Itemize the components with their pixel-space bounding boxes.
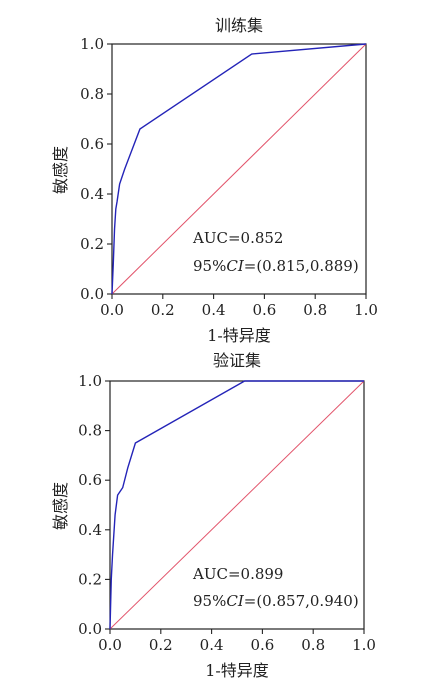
axis-frame (111, 43, 367, 295)
y-tick-label: 0.2 (78, 570, 102, 588)
auc-label: AUC=0.899 (192, 565, 283, 583)
x-tick-label: 0.6 (252, 301, 276, 319)
reference-diagonal-line (109, 380, 365, 630)
x-tick-label: 0.6 (250, 636, 274, 654)
x-axis-title: 1-特异度 (205, 661, 269, 680)
y-tick-label: 0.6 (78, 471, 102, 489)
x-tick-label: 1.0 (354, 301, 378, 319)
x-tick-label: 0.2 (151, 301, 175, 319)
x-tick-label: 0.8 (301, 636, 325, 654)
roc-panel-training: 训练集 敏感度 1-特异度 0.0 0.2 0.4 0.6 0.8 1.00.00.20.… (51, 16, 378, 345)
chart-title: 验证集 (213, 351, 261, 370)
x-tick-label: 0.0 (98, 636, 122, 654)
y-tick-label: 0.0 (78, 620, 102, 638)
plot-area: 0.0 0.2 0.4 0.6 0.8 1.0 0.0 0.2 0.4 0.6 0.8 1.0 (78, 372, 376, 654)
auc-label: AUC=0.852 (192, 229, 283, 247)
y-tick-label: 0.8 (78, 422, 102, 440)
ci-prefix: 95% (193, 592, 226, 610)
y-axis-title: 敏感度 (51, 146, 70, 194)
ci-value: =(0.857,0.940) (244, 592, 359, 610)
y-tick-label: 0.2 (80, 235, 104, 253)
roc-curve (111, 43, 367, 295)
y-tick-label: 1.0 (78, 372, 102, 390)
x-tick-label: 0.4 (200, 636, 224, 654)
reference-diagonal-line (111, 43, 367, 295)
ci-italic: CI (226, 257, 244, 275)
y-axis-title: 敏感度 (51, 482, 70, 530)
ci-value: =(0.815,0.889) (244, 257, 359, 275)
y-tick-label: 1.0 (80, 35, 104, 53)
y-tick-label: 0.6 (80, 135, 104, 153)
y-tick-label: 0.8 (80, 85, 104, 103)
x-tick-label: 0.8 (303, 301, 327, 319)
x-tick-label: 1.0 (352, 636, 376, 654)
roc-panel-validation: 验证集 敏感度 1-特异度 0.0 0.2 0.4 0.6 0.8 1.00.00.20.… (51, 351, 376, 680)
x-tick-label: 0.4 (202, 301, 226, 319)
ci-label: 95%CI=(0.815,0.889) (193, 257, 359, 275)
roc-curve (109, 380, 364, 630)
x-tick-label: 0.0 (100, 301, 124, 319)
axis-frame (109, 380, 365, 630)
x-tick-label: 0.2 (149, 636, 173, 654)
y-tick-label: 0.4 (80, 185, 104, 203)
ci-prefix: 95% (193, 257, 226, 275)
chart-title: 训练集 (215, 16, 263, 35)
x-axis-title: 1-特异度 (207, 326, 271, 345)
y-tick-label: 0.0 (80, 285, 104, 303)
plot-area: 0.0 0.2 0.4 0.6 0.8 1.0 0.0 0.2 0.4 0.6 0.8 1.0 (80, 35, 378, 319)
ci-label: 95%CI=(0.857,0.940) (193, 592, 359, 610)
y-tick-label: 0.4 (78, 521, 102, 539)
ci-italic: CI (226, 592, 244, 610)
